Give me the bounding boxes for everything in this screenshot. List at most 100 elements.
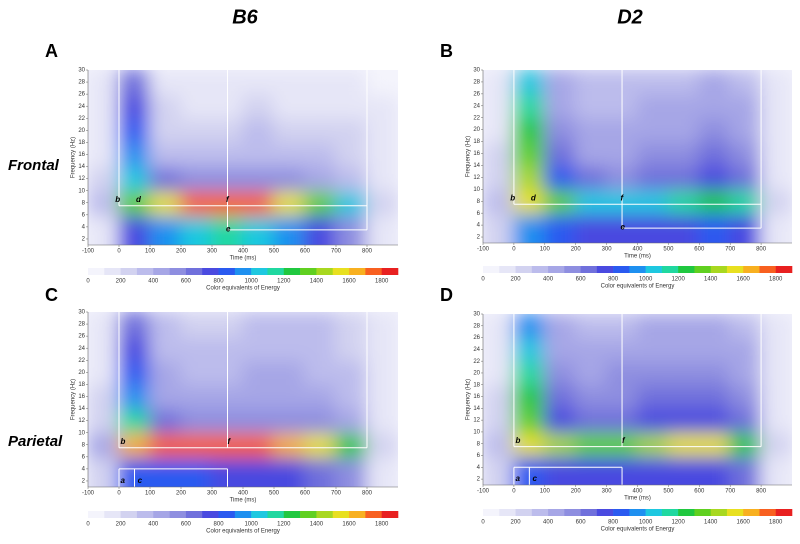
colorbar-swatch bbox=[104, 511, 121, 518]
y-tick-label: 16 bbox=[473, 394, 480, 400]
heat-cell bbox=[335, 213, 368, 245]
heat-cell bbox=[273, 70, 306, 96]
y-tick-label: 22 bbox=[473, 359, 480, 365]
heat-cell bbox=[304, 93, 337, 120]
heat-cell bbox=[88, 335, 120, 362]
heat-cell bbox=[149, 213, 182, 245]
colorbar-title: Color equivalents of Energy bbox=[601, 284, 675, 290]
y-tick-label: 14 bbox=[473, 406, 480, 412]
heat-cell bbox=[273, 165, 306, 192]
heat-cell bbox=[543, 454, 577, 485]
heat-cell bbox=[180, 312, 213, 338]
heat-cell bbox=[483, 92, 515, 119]
heat-cell bbox=[729, 336, 763, 363]
y-tick-label: 8 bbox=[82, 442, 86, 448]
colorbar-swatch bbox=[234, 511, 252, 518]
colorbar-title: Color equivalents of Energy bbox=[206, 286, 280, 292]
y-tick-label: 10 bbox=[78, 188, 85, 194]
heat-cell bbox=[698, 454, 732, 485]
heat-cell bbox=[760, 430, 792, 457]
heat-cell bbox=[729, 70, 763, 95]
heat-cell bbox=[149, 70, 182, 96]
heat-cell bbox=[366, 70, 398, 96]
heat-cell bbox=[483, 360, 515, 386]
y-tick-label: 8 bbox=[82, 200, 86, 206]
colorbar-title: Color equivalents of Energy bbox=[206, 529, 280, 535]
colorbar-swatch bbox=[759, 509, 777, 516]
x-axis-title: Time (ms) bbox=[230, 256, 257, 262]
heat-cell bbox=[543, 188, 577, 215]
heat-cell bbox=[180, 70, 213, 96]
colorbar-swatch bbox=[613, 509, 630, 516]
colorbar-tick-label: 1000 bbox=[244, 279, 258, 285]
heat-cell bbox=[483, 314, 515, 339]
heatmap bbox=[88, 312, 398, 487]
annotation: f bbox=[228, 437, 232, 446]
colorbar-swatch bbox=[332, 268, 350, 275]
colorbar-swatch bbox=[202, 268, 219, 275]
colorbar-tick-label: 200 bbox=[116, 279, 127, 285]
heat-cell bbox=[335, 70, 368, 96]
colorbar-tick-label: 800 bbox=[608, 277, 619, 283]
heat-cell bbox=[149, 455, 182, 487]
x-tick-label: 400 bbox=[632, 489, 643, 495]
heat-cell bbox=[242, 359, 275, 386]
heat-cell bbox=[273, 213, 306, 245]
y-tick-label: 20 bbox=[473, 127, 480, 133]
y-tick-label: 20 bbox=[78, 128, 85, 134]
heat-cell bbox=[366, 165, 398, 192]
x-tick-label: 100 bbox=[145, 491, 156, 497]
colorbar-swatch bbox=[483, 266, 500, 273]
heat-cell bbox=[543, 314, 577, 339]
heat-cell bbox=[483, 430, 515, 457]
annotation: d bbox=[531, 193, 537, 202]
heat-cell bbox=[543, 430, 577, 457]
colorbar-swatch bbox=[365, 511, 382, 518]
x-tick-label: 600 bbox=[300, 491, 311, 497]
colorbar-tick-label: 600 bbox=[181, 522, 192, 528]
heat-cell bbox=[574, 407, 608, 433]
heat-cell bbox=[760, 336, 792, 363]
heat-cell bbox=[574, 212, 608, 243]
heat-cell bbox=[698, 407, 732, 433]
x-tick-label: 200 bbox=[571, 489, 582, 495]
heat-cell bbox=[543, 407, 577, 433]
y-tick-label: 22 bbox=[78, 116, 85, 122]
heat-cell bbox=[729, 164, 763, 191]
x-tick-label: 200 bbox=[176, 491, 187, 497]
heat-cell bbox=[366, 335, 398, 362]
heat-cell bbox=[512, 360, 546, 386]
colorbar-swatch bbox=[316, 268, 334, 275]
y-tick-label: 16 bbox=[78, 152, 85, 158]
heat-cell bbox=[335, 312, 368, 338]
heat-cell bbox=[667, 140, 701, 167]
column-title: B6 bbox=[232, 6, 258, 28]
heat-cell bbox=[88, 165, 120, 192]
colorbar-tick-label: 1200 bbox=[277, 522, 291, 528]
colorbar-tick-label: 1400 bbox=[310, 279, 324, 285]
heat-cell bbox=[543, 164, 577, 191]
heat-cell bbox=[366, 431, 398, 458]
y-tick-label: 12 bbox=[473, 175, 480, 181]
y-tick-label: 18 bbox=[473, 382, 480, 388]
colorbar-swatch bbox=[596, 266, 614, 273]
heat-cell bbox=[118, 70, 151, 96]
y-tick-label: 6 bbox=[82, 212, 86, 218]
x-tick-label: 300 bbox=[602, 247, 613, 253]
heat-cell bbox=[366, 312, 398, 338]
heat-cell bbox=[667, 454, 701, 485]
heat-cell bbox=[335, 93, 368, 120]
heat-cell bbox=[636, 164, 670, 191]
colorbar-swatch bbox=[515, 509, 533, 516]
y-tick-label: 20 bbox=[473, 371, 480, 377]
annotation: e bbox=[621, 223, 626, 232]
heat-cell bbox=[335, 407, 368, 434]
colorbar-swatch bbox=[120, 268, 138, 275]
plot-area bbox=[483, 314, 792, 485]
heat-cell bbox=[335, 117, 368, 144]
y-tick-label: 4 bbox=[477, 465, 481, 471]
colorbar-swatch bbox=[300, 511, 317, 518]
y-tick-label: 30 bbox=[78, 68, 85, 74]
heat-cell bbox=[88, 213, 120, 245]
